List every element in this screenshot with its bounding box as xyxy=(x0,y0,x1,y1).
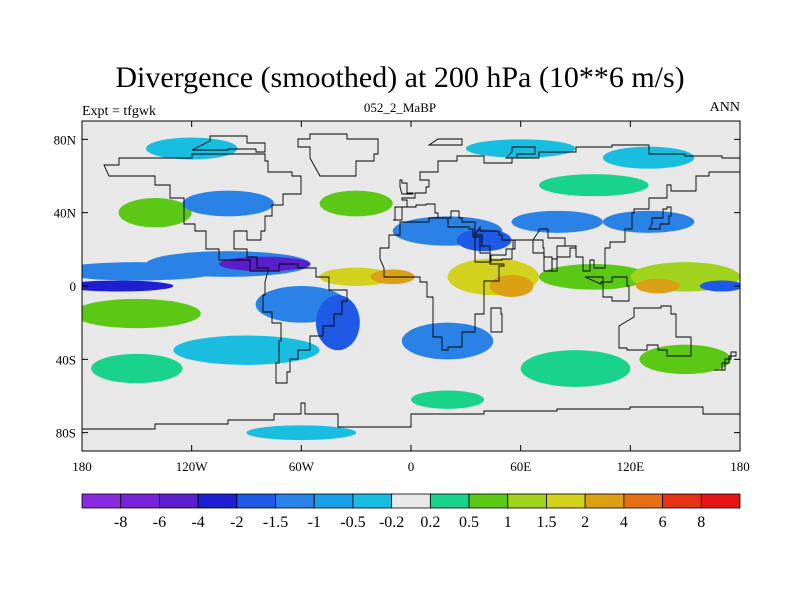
lat-label: 80N xyxy=(54,132,77,147)
colorbar-swatch-11 xyxy=(507,493,547,509)
divergence-contour-19 xyxy=(602,210,695,233)
coastline-6 xyxy=(532,228,577,272)
divergence-contour-23 xyxy=(538,174,649,197)
colorbar-label: -4 xyxy=(191,514,204,531)
lon-label: 60E xyxy=(510,459,531,474)
map-area xyxy=(82,121,740,451)
divergence-contour-11 xyxy=(489,275,534,297)
colorbar-swatch-15 xyxy=(662,493,702,509)
lon-label: 180 xyxy=(730,459,750,474)
coastline-1 xyxy=(262,263,348,384)
colorbar-swatch-14 xyxy=(623,493,663,509)
colorbar-swatch-8 xyxy=(391,493,431,509)
colorbar-swatch-2 xyxy=(159,493,199,509)
colorbar-label: -0.5 xyxy=(340,514,365,531)
divergence-contour-8 xyxy=(319,267,393,287)
colorbar-label: -6 xyxy=(153,514,166,531)
colorbar-swatch-6 xyxy=(313,493,354,509)
divergence-contour-22 xyxy=(319,190,393,217)
lat-label: 40S xyxy=(56,352,76,367)
divergence-contour-27 xyxy=(401,322,494,360)
coastline-7 xyxy=(584,276,630,302)
colorbar-swatch-16 xyxy=(700,493,741,509)
coastlines xyxy=(82,133,740,451)
colorbar-label: 0.5 xyxy=(459,514,479,531)
coastline-11 xyxy=(490,307,503,333)
divergence-contour-29 xyxy=(639,344,731,375)
coastline-15 xyxy=(427,138,463,146)
divergence-contour-28 xyxy=(520,350,631,387)
colorbar-label: -1 xyxy=(308,514,321,531)
experiment-label: Expt = tfgwk xyxy=(82,104,156,119)
coastline-10 xyxy=(648,206,672,230)
divergence-contour-21 xyxy=(182,190,274,217)
case-label: 052_2_MaBP xyxy=(363,100,437,115)
colorbar-swatch-5 xyxy=(275,493,315,509)
lon-label: 180 xyxy=(72,459,92,474)
colorbar-swatch-7 xyxy=(352,493,393,509)
divergence-contour-15 xyxy=(699,280,740,292)
divergence-contour-26 xyxy=(602,146,695,169)
coastline-8 xyxy=(618,305,692,357)
colorbar-swatch-1 xyxy=(120,493,160,509)
colorbar-label: 4 xyxy=(620,514,628,531)
divergence-contour-30 xyxy=(91,353,183,384)
divergence-contour-18 xyxy=(511,210,603,233)
lat-label: 0 xyxy=(70,279,77,294)
colorbar-label: -0.2 xyxy=(379,514,404,531)
colorbar-label: -2 xyxy=(230,514,243,531)
coastline-4 xyxy=(393,144,740,272)
divergence-contour-31 xyxy=(246,425,357,440)
coastline-12 xyxy=(399,179,414,195)
colorbar-swatch-9 xyxy=(429,493,470,509)
colorbar-swatch-12 xyxy=(546,493,586,509)
lat-label: 80S xyxy=(56,426,76,441)
divergence-contour-17 xyxy=(456,229,512,252)
colorbar: -8 -6 -4 -2 -1.5 -1 -0.5 -0.2 0.2 0.5 1 1.5 2 4 6 8 xyxy=(81,493,741,531)
colorbar-label: -8 xyxy=(114,514,127,531)
season-label: ANN xyxy=(709,100,740,115)
divergence-contour-6 xyxy=(315,295,360,351)
colorbar-swatch-4 xyxy=(236,493,276,509)
plot-title: Divergence (smoothed) at 200 hPa (10**6 … xyxy=(115,61,685,94)
divergence-contour-20 xyxy=(118,198,192,228)
lon-label: 120E xyxy=(617,459,645,474)
lon-label: 120W xyxy=(176,459,209,474)
lat-label: 40N xyxy=(54,206,77,221)
colorbar-swatch-10 xyxy=(468,493,509,509)
colorbar-label: 1 xyxy=(504,514,512,531)
divergence-contour-4 xyxy=(82,298,201,329)
colorbar-swatch-13 xyxy=(584,493,625,509)
divergence-contour-25 xyxy=(465,139,576,158)
colorbar-label: 0.2 xyxy=(420,514,440,531)
colorbar-swatch-0 xyxy=(81,493,122,509)
coastline-14 xyxy=(191,135,266,153)
colorbar-label: 6 xyxy=(659,514,667,531)
divergence-contour-32 xyxy=(411,390,485,409)
lon-label: 60W xyxy=(289,459,315,474)
coastline-16 xyxy=(504,146,536,159)
map-axes: 80N 40N 0 40S 80S 180 120W 60W 0 60E 120E 180 xyxy=(54,121,750,474)
colorbar-label: 8 xyxy=(697,514,705,531)
colorbar-label: 2 xyxy=(581,514,589,531)
divergence-contour-14 xyxy=(635,278,680,294)
divergence-contour-7 xyxy=(173,335,320,365)
coastline-9 xyxy=(714,351,737,371)
coastline-0 xyxy=(103,153,302,272)
coastline-5 xyxy=(474,225,516,261)
divergence-contour-1 xyxy=(82,280,174,292)
lon-label: 0 xyxy=(408,459,415,474)
colorbar-label: 1.5 xyxy=(536,514,556,531)
colorbar-swatch-3 xyxy=(197,493,238,509)
coastline-13 xyxy=(82,402,740,451)
coastline-2 xyxy=(297,133,379,177)
colorbar-label: -1.5 xyxy=(263,514,288,531)
coastline-3 xyxy=(379,217,505,351)
